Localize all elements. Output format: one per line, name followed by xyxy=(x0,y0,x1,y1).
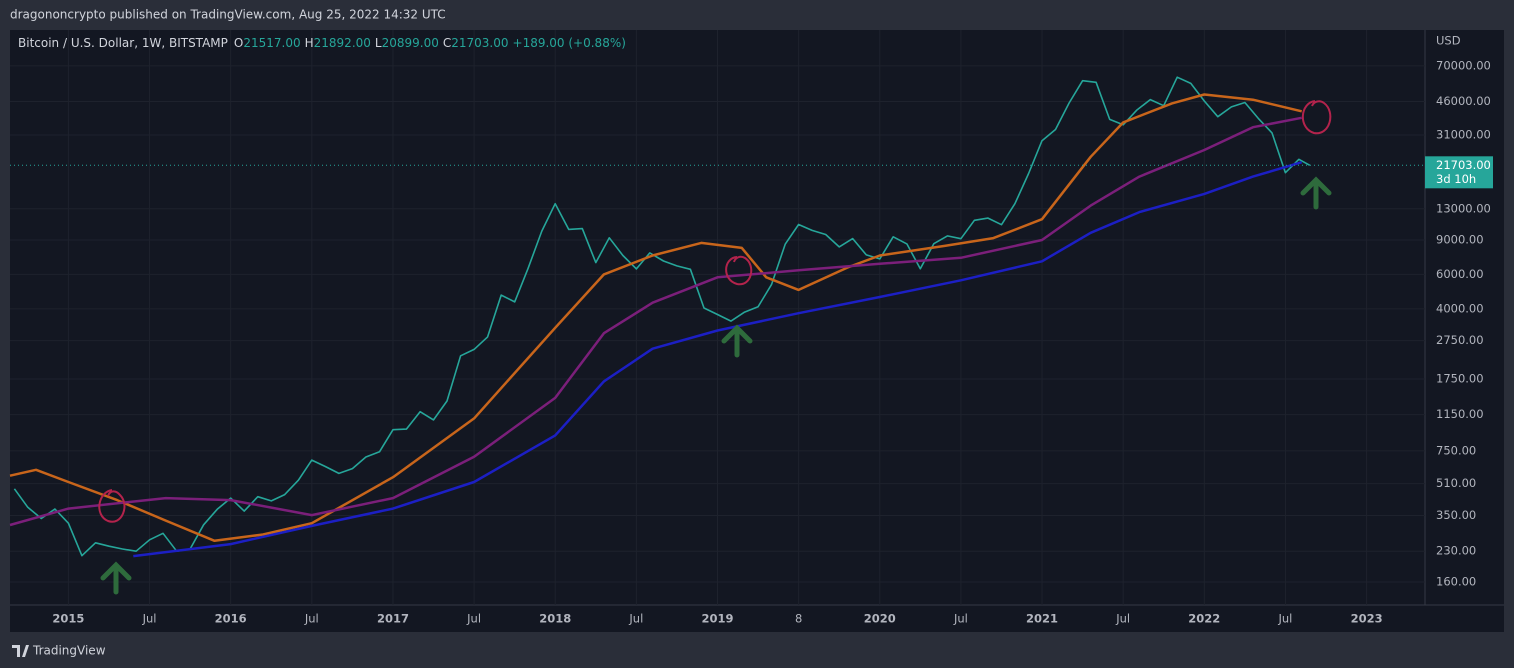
x-tick-label: 2023 xyxy=(1351,612,1383,626)
x-tick-label: Jul xyxy=(466,612,481,626)
x-tick-label: Jul xyxy=(304,612,319,626)
arrow xyxy=(1300,176,1332,210)
y-axis-label: USD xyxy=(1436,34,1461,48)
x-tick-label: 2021 xyxy=(1026,612,1058,626)
publisher: dragononcrypto published on TradingView.… xyxy=(10,8,446,22)
legend: Bitcoin / U.S. Dollar, 1W, BITSTAMP O2151… xyxy=(18,36,626,50)
l-label: L xyxy=(375,36,382,50)
h-label: H xyxy=(305,36,314,50)
x-tick-label: 2022 xyxy=(1188,612,1220,626)
x-tick-label: 2017 xyxy=(377,612,409,626)
high: 21892.00 xyxy=(314,36,371,50)
series-line xyxy=(13,76,1311,557)
symbol-name: Bitcoin / U.S. Dollar, 1W, BITSTAMP xyxy=(18,36,228,50)
y-tick-label: 2750.00 xyxy=(1436,333,1484,347)
arrow xyxy=(721,324,753,358)
series-line xyxy=(133,161,1303,558)
x-tick-label: 2016 xyxy=(215,612,247,626)
x-tick-label: Jul xyxy=(1115,612,1130,626)
y-tick-label: 1750.00 xyxy=(1436,371,1484,385)
x-tick-label: 2020 xyxy=(864,612,896,626)
y-tick-label: 160.00 xyxy=(1436,574,1476,588)
x-tick-label: 2018 xyxy=(539,612,571,626)
circle xyxy=(725,255,753,286)
y-tick-label: 70000.00 xyxy=(1436,58,1491,72)
arrows xyxy=(100,176,1332,595)
circle xyxy=(98,489,126,523)
y-tick-label: 1150.00 xyxy=(1436,407,1484,421)
y-tick-label: 31000.00 xyxy=(1436,128,1491,142)
x-tick-label: Jul xyxy=(628,612,643,626)
grid xyxy=(10,30,1425,605)
logo-mark xyxy=(12,645,29,657)
y-tick-label: 750.00 xyxy=(1436,443,1476,457)
y-tick-label: 230.00 xyxy=(1436,544,1476,558)
c-label: C xyxy=(443,36,451,50)
circle xyxy=(1301,100,1332,135)
annotations xyxy=(98,100,1332,523)
open: 21517.00 xyxy=(243,36,300,50)
x-tick-label: Jul xyxy=(1278,612,1293,626)
low: 20899.00 xyxy=(382,36,439,50)
series-line xyxy=(9,116,1302,527)
series-line xyxy=(9,93,1302,543)
x-tick-label: Jul xyxy=(953,612,968,626)
y-tick-label: 6000.00 xyxy=(1436,267,1484,281)
footer: TradingView xyxy=(32,644,106,658)
arrow xyxy=(100,561,132,595)
x-tick-label: 8 xyxy=(795,612,802,626)
close: 21703.00 xyxy=(451,36,508,50)
countdown: 3d 10h xyxy=(1436,172,1476,186)
x-tick-label: Jul xyxy=(142,612,157,626)
x-tick-label: 2015 xyxy=(52,612,84,626)
last-price-label: 21703.00 xyxy=(1436,158,1491,172)
y-tick-label: 510.00 xyxy=(1436,476,1476,490)
y-tick-label: 13000.00 xyxy=(1436,201,1491,215)
o-label: O xyxy=(234,36,243,50)
x-tick-label: 2019 xyxy=(701,612,733,626)
y-tick-label: 4000.00 xyxy=(1436,301,1484,315)
chart-bg xyxy=(10,30,1504,632)
symbol: Bitcoin / U.S. Dollar, 1W, BITSTAMP O2151… xyxy=(18,36,626,50)
y-tick-label: 350.00 xyxy=(1436,508,1476,522)
plot xyxy=(9,76,1425,558)
y-tick-label: 46000.00 xyxy=(1436,94,1491,108)
y-tick-label: 9000.00 xyxy=(1436,233,1484,247)
last-price-box xyxy=(1425,156,1493,189)
logo: TradingView xyxy=(12,644,106,658)
change: +189.00 (+0.88%) xyxy=(513,36,626,50)
